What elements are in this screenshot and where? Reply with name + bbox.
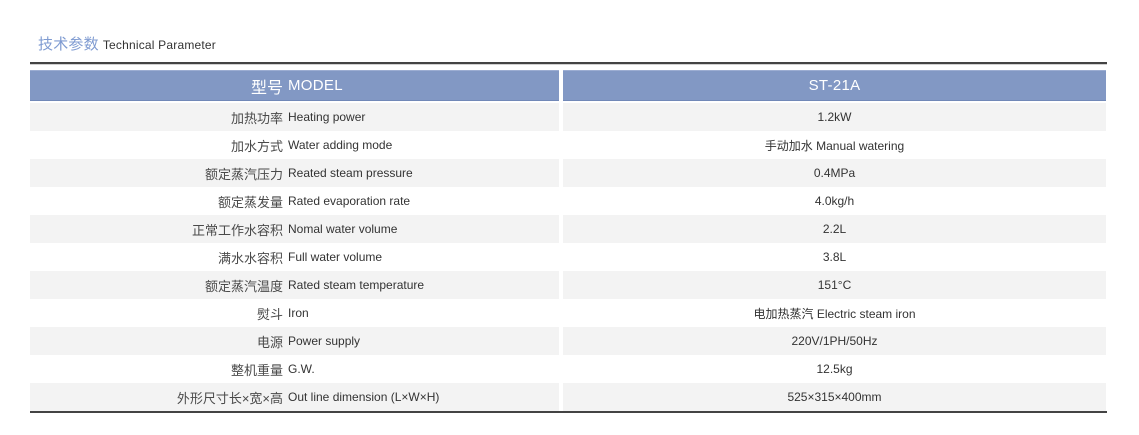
header-param-label-cn: 型号: [250, 79, 283, 97]
param-label-cn: 额定蒸汽压力: [204, 166, 283, 182]
param-label-en: Heating power: [288, 110, 366, 124]
table-row: 熨斗 Iron 电加热蒸汽 Electric steam iron: [30, 299, 1106, 327]
page-title-en: Technical Parameter: [102, 38, 216, 52]
param-cell: 额定蒸汽压力 Reated steam pressure: [30, 159, 559, 187]
param-cell: 额定蒸发量 Rated evaporation rate: [30, 187, 559, 215]
param-label-en: Iron: [288, 306, 309, 320]
param-label-cn: 加热功率: [230, 110, 283, 126]
table-row: 额定蒸汽温度 Rated steam temperature 151°C: [30, 271, 1106, 299]
param-value: 2.2L: [563, 215, 1106, 243]
param-label-cn: 额定蒸汽温度: [204, 278, 283, 294]
param-label-cn: 正常工作水容积: [191, 222, 283, 238]
param-value: 220V/1PH/50Hz: [563, 327, 1106, 355]
table-row: 额定蒸汽压力 Reated steam pressure 0.4MPa: [30, 159, 1106, 187]
param-value: 12.5kg: [816, 362, 853, 376]
param-value: 151°C: [563, 271, 1106, 299]
table-top-rule: [30, 62, 1107, 64]
header-param-cell: 型号 MODEL: [30, 70, 559, 101]
param-label-en: Power supply: [288, 334, 361, 348]
table-row: 加水方式 Water adding mode 手动加水 Manual water…: [30, 131, 1106, 159]
param-label-en: Nomal water volume: [288, 222, 398, 236]
param-value: 3.8L: [822, 250, 847, 264]
param-label-en: Reated steam pressure: [288, 166, 413, 180]
param-cell: 熨斗 Iron: [30, 299, 559, 327]
table-row: 正常工作水容积 Nomal water volume 2.2L: [30, 215, 1106, 243]
param-cell: 整机重量 G.W.: [30, 355, 559, 383]
param-label-en: Full water volume: [288, 250, 383, 264]
param-cell: 外形尺寸长×宽×高 Out line dimension (L×W×H): [30, 383, 559, 411]
param-label-en: Rated steam temperature: [288, 278, 425, 292]
param-label-cn: 额定蒸发量: [217, 194, 283, 210]
table-row: 满水水容积 Full water volume 3.8L: [30, 243, 1106, 271]
param-value: 4.0kg/h: [814, 194, 855, 208]
param-cell: 额定蒸汽温度 Rated steam temperature: [30, 271, 559, 299]
param-cell: 电源 Power supply: [30, 327, 559, 355]
param-label-cn: 外形尺寸长×宽×高: [176, 390, 283, 406]
param-label-cn: 熨斗: [256, 306, 283, 322]
table-bottom-rule: [30, 411, 1107, 413]
param-cell: 加水方式 Water adding mode: [30, 131, 559, 159]
param-value: 手动加水 Manual watering: [764, 138, 905, 153]
header-model-cell: ST-21A: [563, 70, 1106, 101]
table-body: 加热功率 Heating power 1.2kW 加水方式 Water addi…: [30, 103, 1107, 411]
table-row: 加热功率 Heating power 1.2kW: [30, 103, 1106, 131]
table-header-row: 型号 MODEL ST-21A: [30, 70, 1106, 101]
table-row: 整机重量 G.W. 12.5kg: [30, 355, 1106, 383]
table-row: 电源 Power supply 220V/1PH/50Hz: [30, 327, 1106, 355]
param-label-en: Rated evaporation rate: [288, 194, 411, 208]
param-label-en: Out line dimension (L×W×H): [288, 390, 440, 404]
param-cell: 正常工作水容积 Nomal water volume: [30, 215, 559, 243]
param-label-en: G.W.: [288, 362, 315, 376]
param-label-cn: 整机重量: [230, 362, 283, 378]
spec-table: 型号 MODEL ST-21A 加热功率 Heating power 1.2kW…: [30, 62, 1107, 413]
param-cell: 加热功率 Heating power: [30, 103, 559, 131]
param-cell: 满水水容积 Full water volume: [30, 243, 559, 271]
page-title-cn: 技术参数: [38, 36, 99, 53]
param-label-cn: 满水水容积: [217, 250, 283, 266]
param-label-en: Water adding mode: [288, 138, 393, 152]
param-value: 电加热蒸汽 Electric steam iron: [753, 306, 916, 321]
param-value: 1.2kW: [563, 103, 1106, 131]
param-value: 0.4MPa: [563, 159, 1106, 187]
page-title: 技术参数 Technical Parameter: [38, 36, 216, 54]
table-row: 额定蒸发量 Rated evaporation rate 4.0kg/h: [30, 187, 1106, 215]
table-row: 外形尺寸长×宽×高 Out line dimension (L×W×H) 525…: [30, 383, 1106, 411]
header-param-label-en: MODEL: [288, 77, 343, 94]
param-label-cn: 电源: [256, 334, 283, 350]
param-label-cn: 加水方式: [230, 138, 283, 154]
param-value: 525×315×400mm: [563, 383, 1106, 411]
